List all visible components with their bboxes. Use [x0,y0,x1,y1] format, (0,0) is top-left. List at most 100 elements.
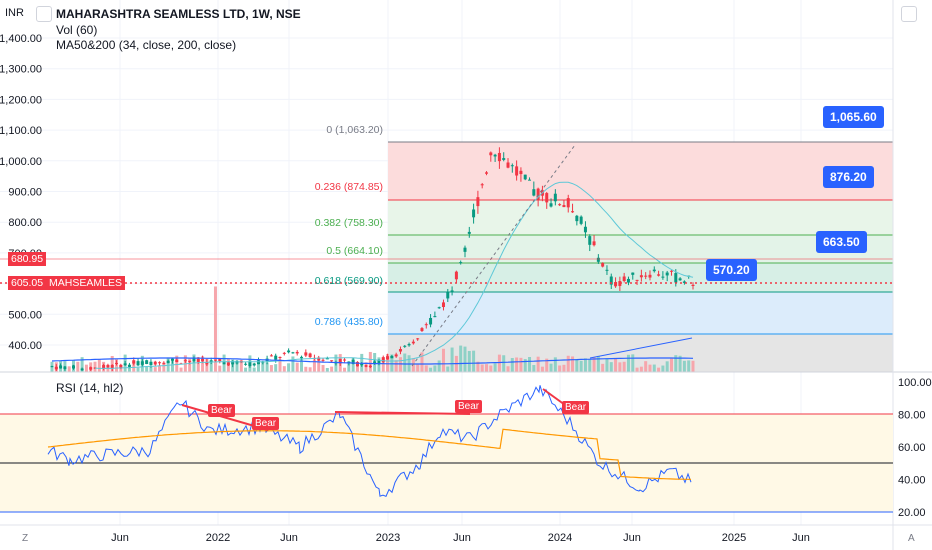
moving-average-line [94,181,694,369]
rsi-axis-label: 40.00 [898,475,926,487]
candle-body [575,215,579,222]
candle-body [545,193,549,203]
candle-body [175,359,179,363]
fibonacci-labels: 0 (1,063.20) 0.236 (874.85) 0.382 (758.30)… [315,124,383,328]
collapse-legend-button[interactable] [36,6,52,22]
time-axis[interactable]: Jun 2022 Jun 2023 Jun 2024 Jun 2025 Jun [111,532,810,544]
volume-bar [424,365,428,372]
callout-663[interactable]: 663.50 [816,231,867,253]
volume-bar [149,365,153,372]
candle-body [50,366,54,368]
rsi-indicator-title[interactable]: RSI (14, hl2) [56,381,124,395]
candle-body [622,276,626,282]
fib-band [388,292,893,334]
candle-body [571,211,575,213]
candle-body [183,360,187,362]
volume-bar [312,359,316,372]
trend-line-blue[interactable] [589,337,693,359]
candle-body [669,270,673,272]
volume-bar [166,357,170,372]
fibonacci-retracement[interactable] [388,141,893,372]
volume-bar [605,358,609,372]
volume-bar [300,357,304,372]
candle-body [644,275,648,277]
bear-label-2: Bear [252,417,280,430]
volume-bar [265,362,269,372]
volume-bar [287,363,291,372]
volume-bar [209,361,213,372]
volume-bar [639,366,643,372]
candle-body [678,278,682,281]
candle-body [325,358,329,360]
auto-scale-icon[interactable]: A [908,533,915,544]
candle-body [485,172,489,174]
volume-bar [213,286,217,372]
candle-body [467,231,471,234]
candle-body [441,302,445,308]
volume-bar [84,364,88,372]
volume-bar [420,352,424,372]
candle-body [343,359,347,361]
fib-band [388,235,893,263]
candle-body [115,362,119,364]
price-axis-label: 500.00 [8,309,42,321]
volume-bar [506,366,510,372]
trend-line-dashed[interactable] [411,144,576,367]
volume-bar [665,361,669,372]
candle-body [304,352,308,356]
volume-bar [553,357,557,372]
callout-876[interactable]: 876.20 [823,166,874,188]
candle-body [523,174,527,180]
callout-570[interactable]: 570.20 [706,259,757,281]
volume-bar [497,354,501,372]
volume-bar [601,363,605,372]
candle-body [244,363,248,365]
price-axis[interactable]: 1,400.00 1,300.00 1,200.00 1,100.00 1,000.00… [0,33,42,352]
ma-indicator-title[interactable]: MA50&200 (34, close, 200, close) [56,38,237,52]
candle-body [454,271,458,280]
candle-body [657,274,661,276]
price-axis-label: 900.00 [8,187,42,199]
candle-body [437,307,441,309]
volume-bar [429,367,433,372]
candle-body [145,360,149,365]
candle-body [532,189,536,196]
volume-bar [398,357,402,372]
candle-body [489,152,493,156]
volume-bar [472,350,476,372]
volume-bar [575,359,579,372]
callout-1065[interactable]: 1,065.60 [823,106,884,128]
candle-body [407,344,411,346]
candle-body [287,350,291,353]
candle-body [368,365,372,368]
candle-body [338,358,342,364]
candle-body [321,359,325,361]
volume-bar [93,361,97,372]
volume-bar [532,365,536,372]
volume-indicator-title[interactable]: Vol (60) [56,23,98,37]
settings-button[interactable] [901,6,917,22]
symbol-title[interactable]: MAHARASHTRA SEAMLESS LTD, 1W, NSE [56,7,301,21]
time-axis-label: Jun [792,532,810,544]
volume-bar [648,364,652,372]
candle-body [205,362,209,365]
volume-bar [153,367,157,372]
candle-body [140,361,144,365]
rsi-axis[interactable]: 100.00 80.00 60.00 40.00 20.00 [898,377,932,519]
time-axis-label: 2025 [722,532,746,544]
candle-body [583,226,587,233]
candle-body [59,365,63,369]
zoom-icon[interactable]: Z [22,533,29,544]
fib-level-label: 0.618 (569.90) [315,275,383,287]
volume-bar [446,366,450,372]
candle-body [459,262,463,264]
candle-body [274,355,278,360]
currency-label[interactable]: INR [5,7,24,19]
bear-label-3: Bear [455,400,483,413]
level-price-tag: 680.95 [8,252,47,266]
candle-body [201,358,205,362]
candle-body [618,281,622,286]
volume-bar [669,358,673,372]
candle-body [665,272,669,276]
